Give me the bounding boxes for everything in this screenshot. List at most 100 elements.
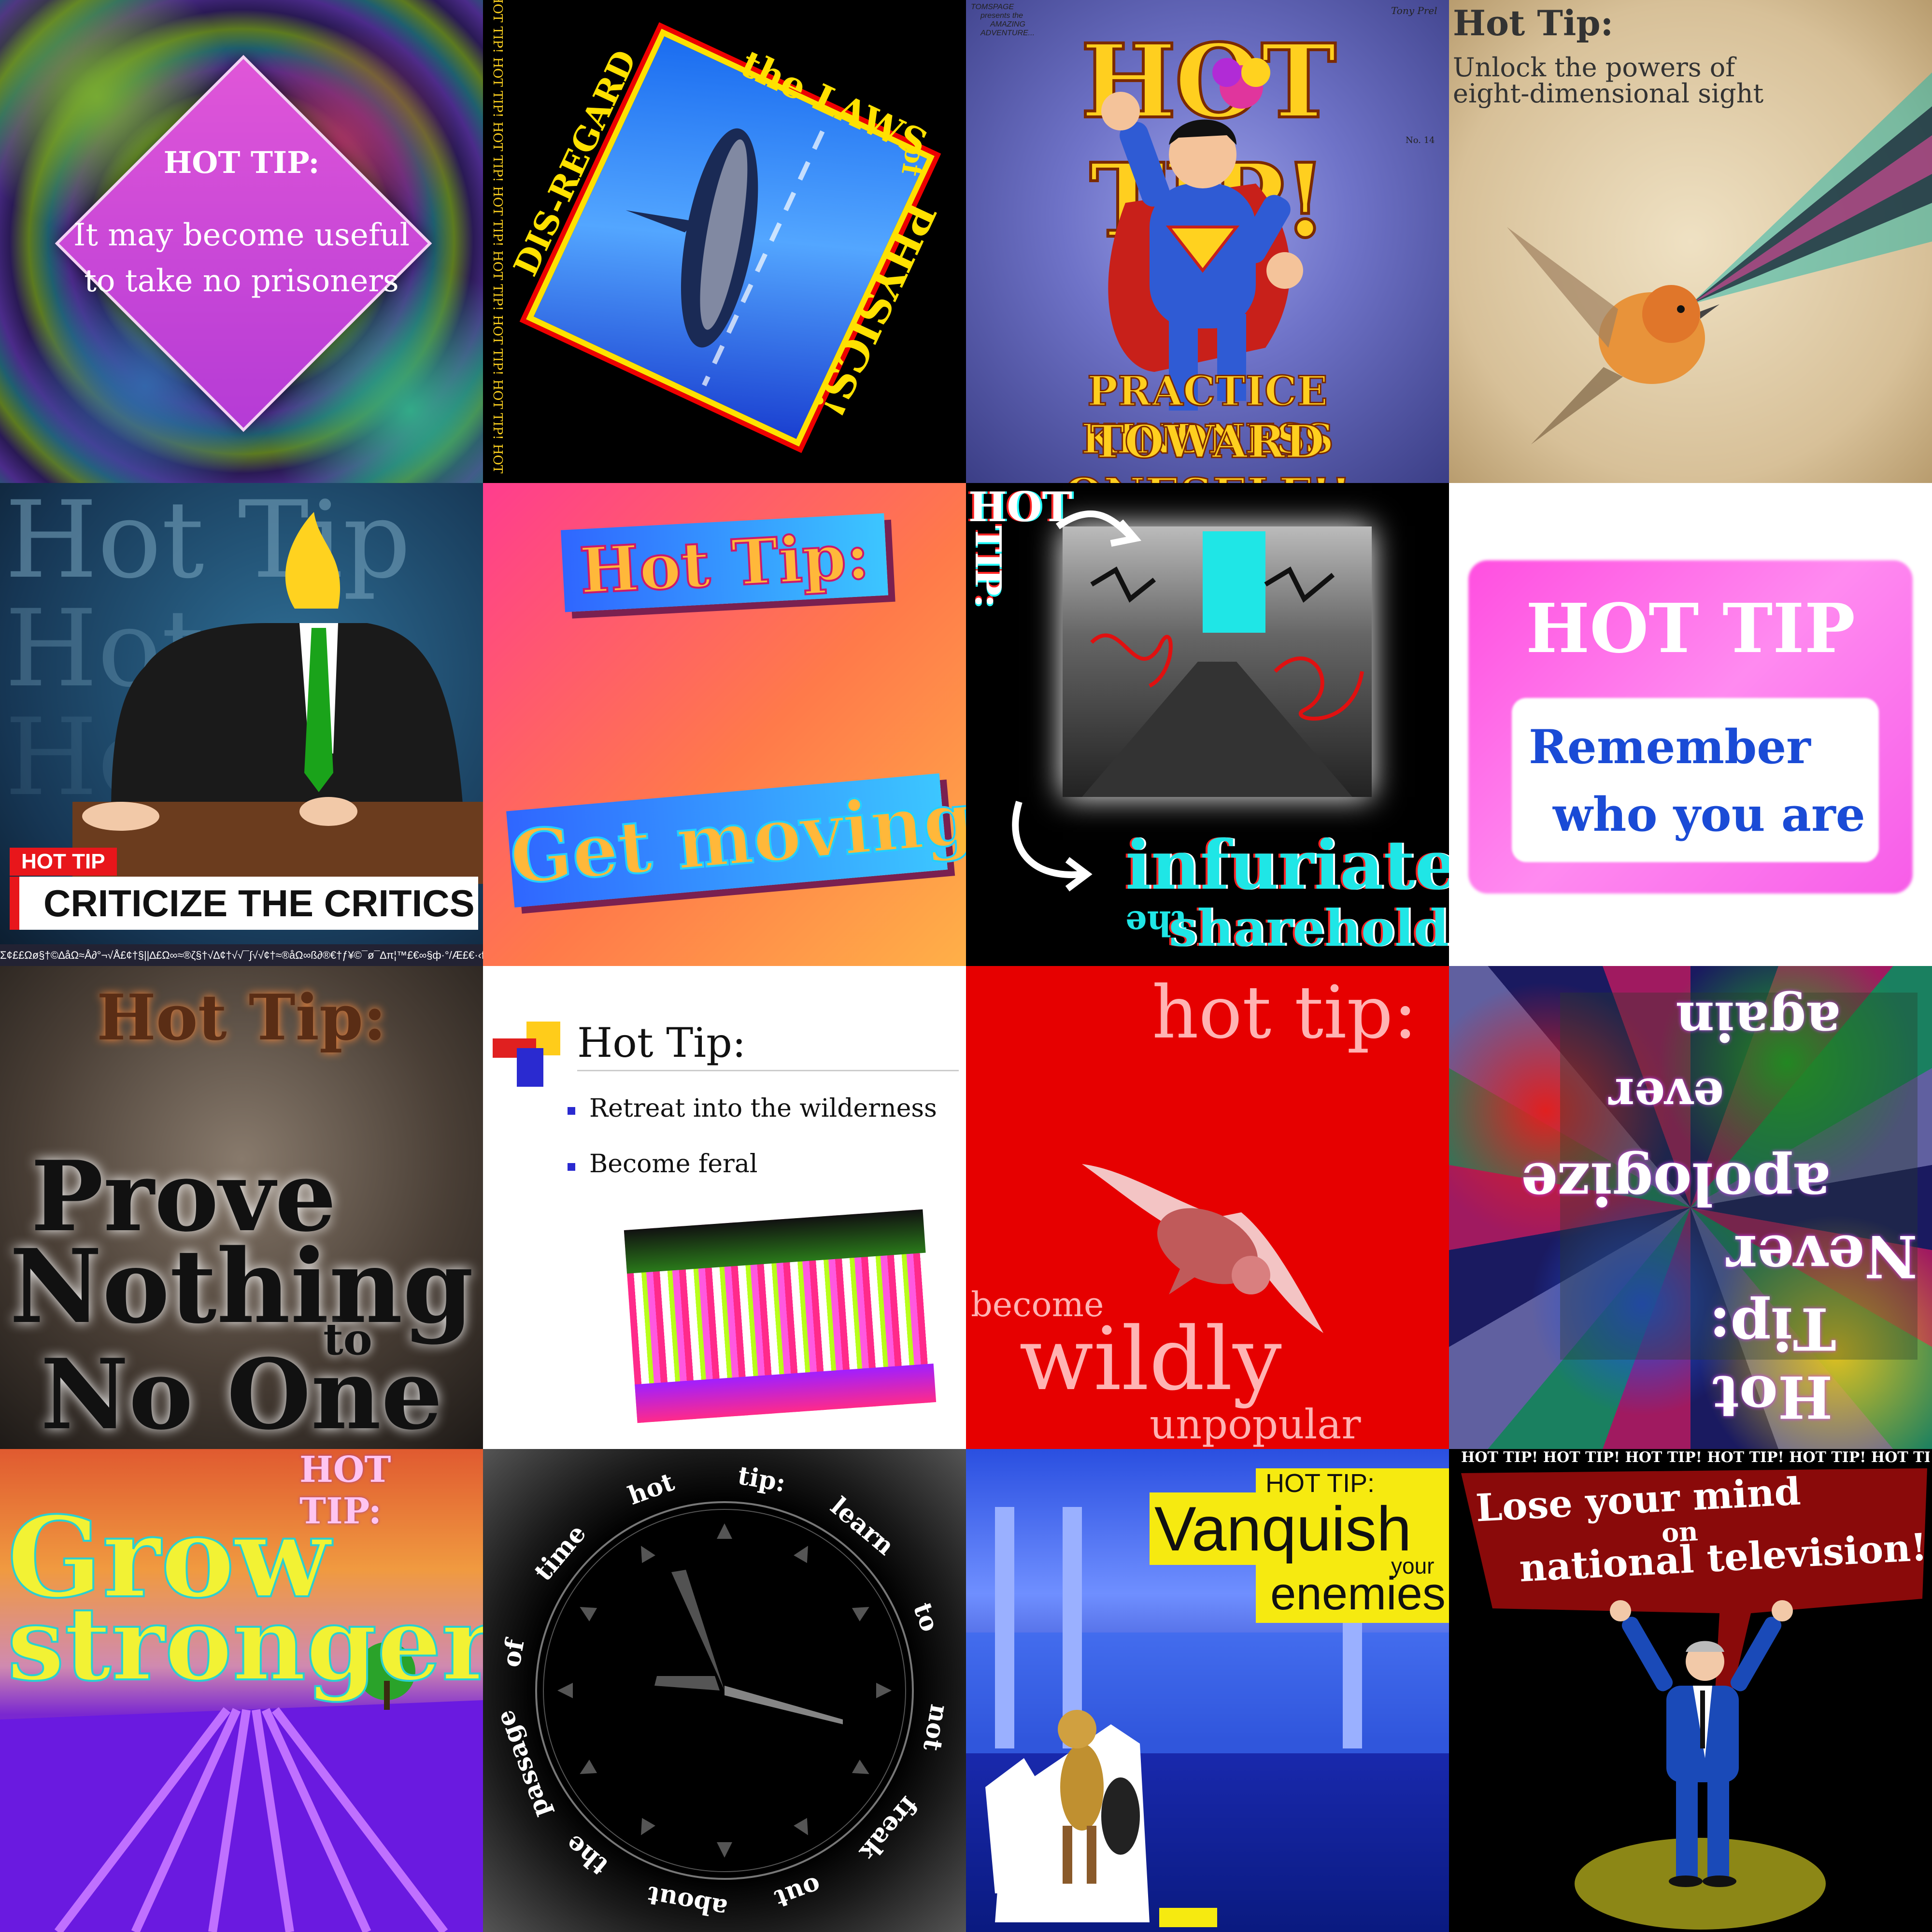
tile-remember-who: HOT TIP Remember who you are <box>1449 483 1932 966</box>
clock-tick <box>852 1607 869 1621</box>
tile-title: Hot Tip: <box>577 1019 746 1066</box>
bullet-2: Become feral <box>589 1150 758 1179</box>
fire-head-businessman <box>72 512 483 884</box>
white-card <box>1512 698 1879 862</box>
forest-ground <box>635 1364 937 1423</box>
publisher-amazing: AMAZING <box>990 20 1025 28</box>
clock-word: out <box>771 1870 825 1914</box>
forest-photo <box>624 1209 937 1423</box>
bullet-1-marker <box>568 1107 575 1115</box>
word-vanquish: Vanquish <box>1150 1492 1417 1565</box>
infuriate-text: infuriate <box>1125 826 1449 905</box>
tile-take-no-prisoners: HOT TIP: It may become useful to take no… <box>0 0 483 483</box>
bird-laser-illustration <box>1507 72 1932 444</box>
tip-line-1: Unlock the powers of <box>1453 52 1735 83</box>
shareholders-text: shareholders! <box>1169 898 1449 958</box>
tile-comic-kindness: TOMSPAGE presents the AMAZING ADVENTURE.… <box>966 0 1449 483</box>
title-underline <box>577 1070 959 1071</box>
man-raising-arms <box>1610 1600 1793 1887</box>
tip-line-1: It may become useful <box>73 217 410 253</box>
lower-third-caption: CRITICIZE THE CRITICS <box>10 877 478 930</box>
tile-passage-of-time: hot tip: learn to not freak out about the passage… <box>483 1449 966 1932</box>
bullet-2-marker <box>568 1163 575 1171</box>
tile-lose-your-mind: HOT TIP! HOT TIP! HOT TIP! HOT TIP! HOT … <box>1449 1449 1932 1932</box>
side-ticker: HOT TIP! HOT TIP! HOT TIP! HOT TIP! HOT … <box>490 0 505 476</box>
tile-prove-nothing: Hot Tip: Prove Nothing to No One <box>0 966 483 1449</box>
tile-criticize-critics: Hot Tip Hot Hot HOT TIP CRITICIZE THE CR… <box>0 483 483 966</box>
tile-title: Hot Tip: <box>1709 1294 1836 1431</box>
tile-grow-stronger: HOT TIP: Grow stronger <box>0 1449 483 1932</box>
clock-word: learn <box>825 1492 900 1561</box>
boardroom-scribbles <box>1082 531 1364 797</box>
tile-vanquish-enemies: HOT TIP: Vanquish your enemies <box>966 1449 1449 1932</box>
publisher-presents: presents the <box>980 12 1023 20</box>
clock-tick <box>876 1683 892 1698</box>
arrow-glyphs <box>1012 510 1142 892</box>
clock-word: hot <box>624 1467 678 1511</box>
clock-word: time <box>528 1519 592 1586</box>
tile-title: HOT TIP <box>1525 589 1856 668</box>
tile-get-moving: Hot Tip: Get moving! <box>483 483 966 966</box>
superhero-illustration <box>1101 58 1303 411</box>
tile-title: HOT TIP: <box>299 1449 391 1532</box>
word-wildly: wildly <box>1019 1309 1282 1410</box>
publisher-adventure: ADVENTURE... <box>980 29 1035 37</box>
word-nothing: Nothing <box>9 1227 474 1346</box>
hot-tip-badge: HOT TIP <box>10 848 117 876</box>
word-unpopular: unpopular <box>1150 1401 1361 1448</box>
logo-blue-square <box>517 1048 543 1087</box>
word-stronger: stronger <box>6 1583 483 1705</box>
word-prove: Prove <box>30 1140 337 1253</box>
word-grow: Grow <box>6 1492 331 1624</box>
whale-photo-frame <box>519 22 941 453</box>
clock-word: freak <box>853 1790 923 1866</box>
clock-word: of <box>497 1635 531 1669</box>
clock-tick <box>717 1523 732 1539</box>
whale-illustration <box>625 128 825 386</box>
tile-eight-dimensional: Hot Tip: Unlock the powers of eight-dime… <box>1449 0 1932 483</box>
clock-tick <box>580 1607 597 1621</box>
of-text: of <box>895 143 932 178</box>
inner-panel <box>1560 993 1918 1360</box>
bg-text-1: Hot Tip <box>5 483 411 602</box>
clock-word: tip: <box>736 1461 788 1498</box>
tip-line-2: eight-dimensional sight <box>1453 78 1764 109</box>
clock-tick <box>794 1546 808 1563</box>
tile-never-apologize: Hot Tip: Never apologize ever again <box>1449 966 1932 1449</box>
hot-tip-banner: HOT TIP! HOT TIP! HOT TIP! HOT TIP! HOT … <box>1461 1449 1930 1466</box>
tile-title: Hot Tip: <box>1453 2 1614 43</box>
tile-title: HOT TIP: <box>163 145 320 180</box>
clock-tick <box>852 1760 869 1774</box>
comic-signature: Tony Prel <box>1391 5 1437 16</box>
clock-tick <box>557 1683 573 1698</box>
publisher-name: TOMSPAGE <box>971 3 1014 11</box>
bullet-1: Retreat into the wilderness <box>589 1094 937 1123</box>
word-become: become <box>971 1285 1104 1324</box>
word-no-one: No One <box>40 1338 443 1449</box>
publisher-text: TOMSPAGE presents the AMAZING ADVENTURE.… <box>971 3 1035 38</box>
tile-infuriate-shareholders: HOT TIP: infuriate the shareholders! <box>966 483 1449 966</box>
tile-retreat-wilderness: Hot Tip: Retreat into the wilderness Bec… <box>483 966 966 1449</box>
word-never: Never <box>1726 1222 1918 1290</box>
tip-line-2: to take no prisoners <box>84 263 399 299</box>
clock-tick <box>717 1842 732 1858</box>
seagull-illustration <box>1082 1164 1323 1333</box>
boardroom-photo <box>1063 526 1372 797</box>
forest-sky <box>624 1209 926 1274</box>
comic-line-1: PRACTICE KINDNESS <box>1080 367 1334 464</box>
clock-word: to <box>908 1599 945 1635</box>
issue-number: No. 14 <box>1406 135 1435 145</box>
word-apologize: apologize <box>1520 1150 1831 1218</box>
clock-tick <box>641 1546 655 1563</box>
lavender-field <box>0 1642 483 1932</box>
word-again: again <box>1676 990 1841 1052</box>
clock-tick <box>641 1818 655 1835</box>
comic-line-2: TOWARD ONESELF!! <box>1063 415 1351 483</box>
clock-word: about <box>645 1880 730 1923</box>
tip-line-1: Remember <box>1529 720 1811 774</box>
word-enemies: enemies <box>1270 1568 1446 1619</box>
news-ticker: Σ¢££Ωø§†©∆åΩ≈Å∂°¬√Å£¢†§||∆£Ω∞≈®ζ§†√∆¢†√√… <box>0 944 483 966</box>
hot-label: HOT <box>968 483 1073 531</box>
word-your: your <box>1391 1553 1435 1578</box>
tip-line-2: who you are <box>1553 787 1865 842</box>
